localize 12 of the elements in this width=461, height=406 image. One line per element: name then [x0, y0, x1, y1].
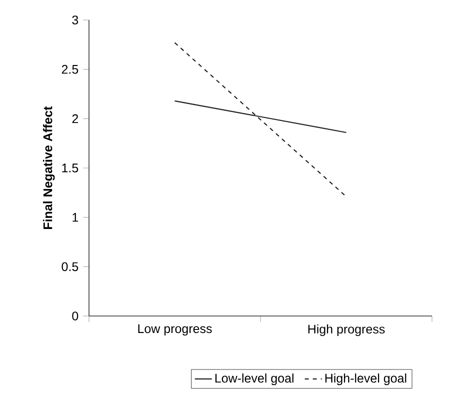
y-tick-label: 2.5: [62, 64, 78, 74]
y-tick-label: 0: [72, 312, 78, 320]
y-tick-label: 3: [72, 16, 78, 24]
x-tick-label: Low progress: [138, 324, 212, 336]
y-tick-label: 1: [72, 213, 78, 222]
legend-label: High-level goal: [325, 373, 406, 386]
y-tick-label: 0.5: [62, 262, 78, 272]
y-tick-label: 1.5: [62, 164, 78, 172]
y-axis-title: Final Negative Affect: [43, 106, 55, 229]
y-tick-label: 2: [72, 114, 78, 124]
x-tick-label: High progress: [308, 324, 385, 336]
legend-label: Low-level goal: [215, 373, 294, 386]
